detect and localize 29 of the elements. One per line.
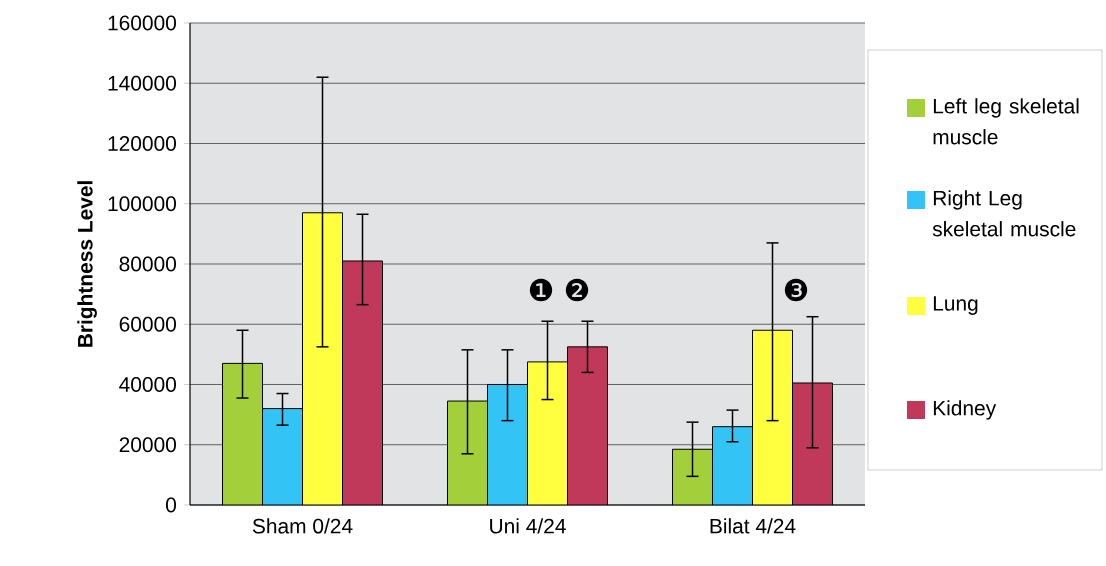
bar — [302, 212, 343, 505]
bar — [527, 361, 568, 505]
x-tick-label: Bilat 4/24 — [710, 518, 796, 534]
y-tick-label: 140000 — [108, 75, 176, 91]
bar — [567, 346, 608, 505]
annotation: ❶ — [529, 278, 553, 302]
bar — [672, 448, 714, 505]
legend-label: Kidney — [933, 400, 997, 420]
y-tick-label: 0 — [166, 497, 177, 513]
legend-label: Left leg skeletal muscle — [933, 98, 1079, 145]
bar — [712, 426, 754, 505]
bar — [262, 408, 303, 505]
annotation: ❸ — [784, 278, 808, 302]
y-tick-label: 80000 — [119, 256, 176, 272]
bar — [487, 384, 528, 505]
y-tick-label: 20000 — [119, 437, 176, 453]
y-tick-label: 40000 — [119, 377, 176, 392]
legend-label: Right Leg skeletal muscle — [932, 190, 1076, 237]
x-tick-label: Uni 4/24 — [490, 518, 566, 534]
annotation: ❷ — [565, 278, 589, 302]
y-tick-label: 100000 — [108, 196, 176, 212]
legend-label: Lung — [933, 296, 978, 315]
bar — [342, 260, 383, 505]
y-tick-label: 160000 — [108, 15, 176, 31]
bar — [222, 363, 263, 505]
y-axis-title: Brightness Level — [77, 181, 97, 347]
y-tick-label: 120000 — [108, 136, 176, 151]
y-tick-label: 60000 — [119, 316, 176, 332]
x-tick-label: Sham 0/24 — [252, 518, 353, 534]
